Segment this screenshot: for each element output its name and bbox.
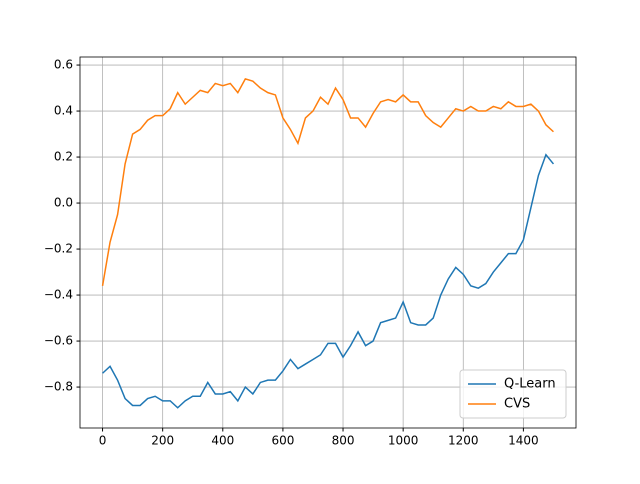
series-line [102,153,555,409]
x-tick-label: 1400 [508,434,539,448]
x-tick-label: 1000 [388,434,419,448]
legend-box [459,369,567,419]
x-tick-label: 1200 [448,434,479,448]
x-tick-label: 600 [271,434,294,448]
y-tick-label: −0.6 [44,334,73,348]
x-tick-label: 0 [99,434,107,448]
legend-label: Q-Learn [504,377,556,392]
legend-label: CVS [504,397,530,412]
y-tick-label: 0.2 [54,150,73,164]
y-tick-label: −0.4 [44,288,73,302]
y-tick-label: 0.4 [54,104,73,118]
series-line [101,77,554,286]
plot-frame [79,56,577,429]
y-tick-label: −0.2 [44,242,73,256]
y-tick-label: 0.0 [54,196,73,210]
x-tick-label: 800 [332,434,355,448]
y-tick-label: 0.6 [54,58,73,72]
x-tick-label: 400 [211,434,234,448]
x-tick-label: 200 [151,434,174,448]
y-tick-label: −0.8 [44,380,73,394]
